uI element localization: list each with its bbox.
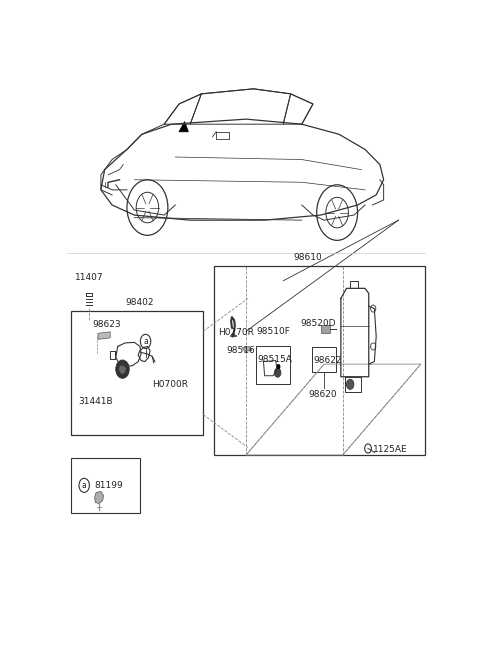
Text: 98622: 98622 <box>314 356 342 365</box>
Bar <box>312 348 336 372</box>
Bar <box>215 266 424 455</box>
Polygon shape <box>95 491 104 504</box>
Circle shape <box>116 360 129 379</box>
Text: 98620: 98620 <box>309 390 337 399</box>
Bar <box>71 311 203 435</box>
Text: 81199: 81199 <box>94 481 123 490</box>
Text: 1125AE: 1125AE <box>373 445 408 455</box>
Circle shape <box>277 365 280 369</box>
Text: 31441B: 31441B <box>78 398 112 407</box>
Text: a: a <box>82 481 86 490</box>
Text: H0270R: H0270R <box>218 329 254 337</box>
Text: 98520D: 98520D <box>300 319 336 328</box>
Text: a: a <box>143 337 148 346</box>
Text: H0700R: H0700R <box>152 380 188 389</box>
Polygon shape <box>242 346 252 352</box>
Text: 98402: 98402 <box>126 298 154 307</box>
Polygon shape <box>179 121 188 132</box>
Text: 98516: 98516 <box>226 346 255 355</box>
Text: 98510F: 98510F <box>256 327 290 337</box>
Polygon shape <box>98 332 110 339</box>
Bar <box>256 346 290 384</box>
Text: 98515A: 98515A <box>257 354 292 363</box>
Polygon shape <box>321 325 330 333</box>
Bar <box>71 458 140 513</box>
Circle shape <box>347 379 354 390</box>
Circle shape <box>274 368 281 377</box>
Text: 98623: 98623 <box>93 320 121 329</box>
Text: 98610: 98610 <box>293 253 322 262</box>
Circle shape <box>119 364 126 374</box>
Text: 11407: 11407 <box>75 273 103 282</box>
